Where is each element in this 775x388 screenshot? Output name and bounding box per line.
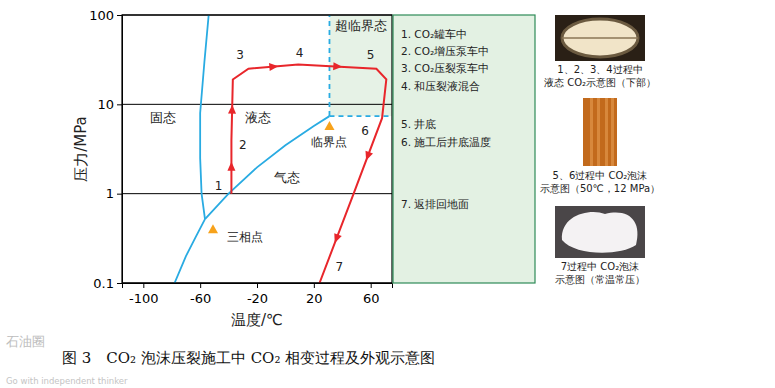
y-tick-label: 100: [89, 8, 114, 23]
x-axis-title: 温度/℃: [231, 311, 283, 329]
photo-shape: [590, 98, 593, 166]
x-tick-label: 20: [306, 291, 323, 306]
arrow-head: [331, 233, 342, 244]
photo-caption: 5、6过程中 CO₂泡沫: [553, 170, 648, 181]
y-tick-mark: [117, 15, 122, 16]
x-axis: -100 -60 -20 20 60: [123, 283, 393, 306]
step-list-box: [393, 15, 535, 283]
x-tick: -60: [190, 283, 211, 306]
point-marker: [208, 224, 218, 233]
plot-area: [175, 15, 392, 283]
watermark: 石油圈: [6, 334, 45, 349]
phase-boundary: [205, 116, 329, 219]
region-label: 气态: [274, 170, 300, 185]
y-tick-mark: [117, 194, 122, 195]
x-tick-label: -20: [247, 291, 268, 306]
step-label: 3: [236, 48, 244, 62]
region-label: 液态: [245, 110, 271, 125]
arrow-head: [333, 62, 342, 70]
watermark: Go with independent thinker: [6, 376, 128, 386]
step-list-item: 1. CO₂罐车中: [401, 28, 467, 40]
y-axis: 0.1 1 10 100: [89, 8, 122, 291]
x-tick: 20: [306, 283, 323, 306]
arrow-head: [269, 62, 279, 71]
x-tick-mark: [200, 283, 201, 288]
point-label: 三相点: [227, 230, 263, 244]
plot-frame: [122, 15, 392, 283]
step-label: 5: [367, 48, 375, 62]
photo-shape: [597, 98, 600, 166]
photo-shape: [605, 98, 608, 166]
x-axis-line: [123, 284, 393, 289]
step-list-item: 7. 返排回地面: [401, 198, 469, 210]
y-tick: 0.1: [93, 276, 122, 291]
step-list-item: 5. 井底: [401, 118, 436, 130]
arrow-head: [362, 151, 373, 162]
x-tick-mark: [143, 283, 144, 288]
y-tick-label: 0.1: [93, 276, 114, 291]
photo-caption: 1、2、3、4过程中: [557, 64, 642, 75]
y-tick-label: 1: [106, 186, 114, 201]
arrow-head: [228, 105, 236, 114]
photo-caption: 液态 CO₂示意图（下部）: [544, 77, 656, 88]
phase-boundary: [200, 15, 209, 219]
y-tick: 100: [89, 8, 122, 23]
x-tick-mark: [257, 283, 258, 288]
region-label: 固态: [150, 110, 176, 125]
point-label: 临界点: [311, 135, 347, 149]
supercritical-region: [329, 15, 392, 116]
x-tick-mark: [371, 283, 372, 288]
photo-bg: [555, 15, 645, 61]
x-tick-mark: [314, 283, 315, 288]
photo-bg: [583, 98, 617, 166]
photo-foam-tube: [583, 98, 617, 166]
photo-shape: [562, 212, 638, 253]
x-tick-label: -60: [190, 291, 211, 306]
x-tick-label: -100: [129, 291, 159, 306]
step-list-item: 2. CO₂增压泵车中: [401, 45, 489, 57]
step-label: 6: [361, 124, 369, 138]
x-tick: -20: [247, 283, 268, 306]
photo-foam-ambient: [555, 206, 645, 258]
figure-caption: 图 3 CO₂ 泡沫压裂施工中 CO₂ 相变过程及外观示意图: [62, 349, 435, 367]
step-list-item: 6. 施工后井底温度: [401, 136, 491, 148]
y-axis-line: [117, 16, 123, 284]
photo-bg: [555, 206, 645, 258]
photo-shape: [611, 98, 614, 166]
grid-line: [122, 104, 392, 105]
photo-caption: 示意图（常温常压）: [555, 274, 645, 285]
step-label: 1: [215, 179, 223, 193]
step-label: 2: [239, 138, 247, 152]
step-list-item: 4. 和压裂液混合: [401, 80, 480, 92]
photo-caption: 示意图（50℃，12 MPa）: [540, 183, 660, 194]
y-tick: 10: [97, 97, 122, 112]
x-tick: 60: [363, 283, 380, 306]
y-axis-title: 压力/MPa: [72, 116, 90, 182]
photo-shape: [562, 37, 638, 39]
photo-liquid-co2: [555, 15, 645, 61]
step-list-item: 3. CO₂压裂泵车中: [401, 62, 489, 74]
x-tick-label: 60: [363, 291, 380, 306]
step-label: 4: [296, 46, 304, 60]
process-line: [231, 64, 386, 283]
arrow-head: [227, 162, 235, 171]
y-tick: 1: [106, 186, 122, 201]
y-tick-mark: [117, 283, 122, 284]
y-tick-mark: [117, 104, 122, 105]
photo-shape: [562, 19, 638, 57]
region-label: 超临界态: [335, 18, 387, 33]
grid-line: [122, 193, 392, 194]
chart-root: -100 -60 -20 20 60 0.1 1 10 100 温度/℃ 压力/MPa 固态 液态气态 超…: [0, 0, 775, 388]
photo-caption: 7过程中 CO₂泡沫: [561, 261, 639, 272]
step-label: 7: [336, 260, 344, 274]
point-marker: [324, 121, 334, 130]
chart-svg: -100 -60 -20 20 60 0.1 1 10 100 温度/℃ 压力/MPa 固态 液态气态 超…: [0, 0, 775, 388]
y-tick-label: 10: [97, 97, 114, 112]
phase-boundary: [175, 219, 205, 283]
x-tick: -100: [129, 283, 159, 306]
